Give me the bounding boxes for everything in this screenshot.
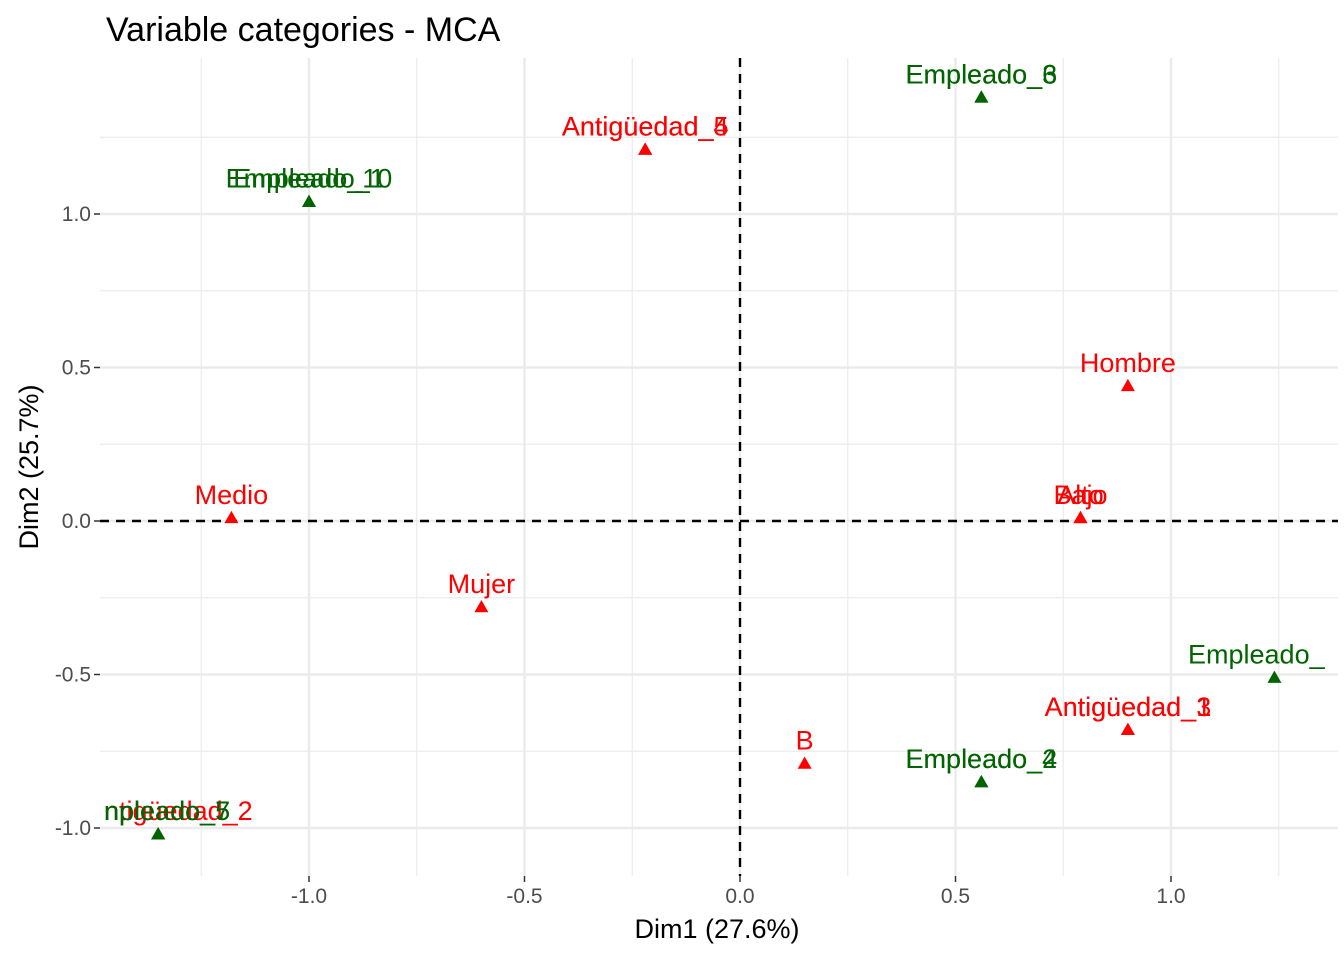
x-tick-label: -1.0: [291, 885, 327, 908]
point-marker: [151, 827, 166, 840]
point-label: npleado_7: [104, 796, 230, 826]
point-label: Antigüedad_5: [562, 112, 729, 142]
y-tick-label: 1.0: [62, 203, 91, 226]
y-tick-label: 0.0: [62, 510, 91, 533]
x-axis-title: Dim1 (27.6%): [634, 914, 799, 944]
y-tick-label: -0.5: [55, 664, 91, 687]
point-label: Bajo: [1053, 480, 1107, 510]
points: [151, 90, 1282, 840]
point-marker: [974, 774, 989, 788]
x-tick-label: 0.0: [725, 885, 754, 908]
point-marker: [302, 194, 316, 207]
y-axis-title: Dim2 (25.7%): [14, 384, 44, 549]
point-label: Mujer: [448, 569, 516, 599]
chart-title: Variable categories - MCA: [106, 11, 501, 49]
point-marker: [1120, 722, 1135, 736]
tick-labels: -1.0 -0.5 0.0 0.5 1.0 -1.0 -0.5 0.0 0.5 1.0: [55, 203, 1186, 908]
point-label: Medio: [195, 480, 269, 510]
point-label: npleado_5: [104, 796, 230, 826]
point-label: Hombre: [1080, 348, 1176, 378]
point-marker: [974, 90, 989, 103]
point-marker: [797, 756, 812, 769]
point-label: B: [796, 726, 814, 756]
point-label: Empleado_: [1188, 640, 1326, 670]
point-marker: [474, 599, 489, 613]
point-marker: [224, 510, 239, 524]
point-label: Empleado_3: [906, 59, 1058, 89]
y-tick-label: -1.0: [55, 817, 91, 840]
point-marker: [1267, 670, 1282, 683]
point-label: Empleado_4: [906, 744, 1058, 774]
point-label: Empleado_2: [906, 744, 1058, 774]
point-marker: [638, 142, 653, 155]
point-marker: [1120, 378, 1135, 392]
point-label: Empleado_6: [906, 59, 1058, 89]
point-label: Antigüedad_4: [562, 112, 729, 142]
point-label: ntigüedad_2: [104, 796, 253, 826]
x-tick-label: -0.5: [506, 885, 542, 908]
point-label: Antigüedad_3: [1045, 692, 1212, 722]
point-marker: [1073, 510, 1088, 524]
point-label: Empleado_1: [233, 164, 385, 194]
y-tick-label: 0.5: [62, 357, 91, 380]
point-label: Alto: [1057, 480, 1104, 510]
x-tick-label: 0.5: [941, 885, 970, 908]
point-labels: Empleado_3Empleado_6Antigüedad_4Antigüed…: [104, 59, 1326, 826]
reference-lines: [100, 58, 1338, 876]
x-tick-label: 1.0: [1156, 885, 1185, 908]
point-label: Empleado_10: [226, 164, 393, 194]
point-label: Antigüedad_1: [1045, 692, 1212, 722]
